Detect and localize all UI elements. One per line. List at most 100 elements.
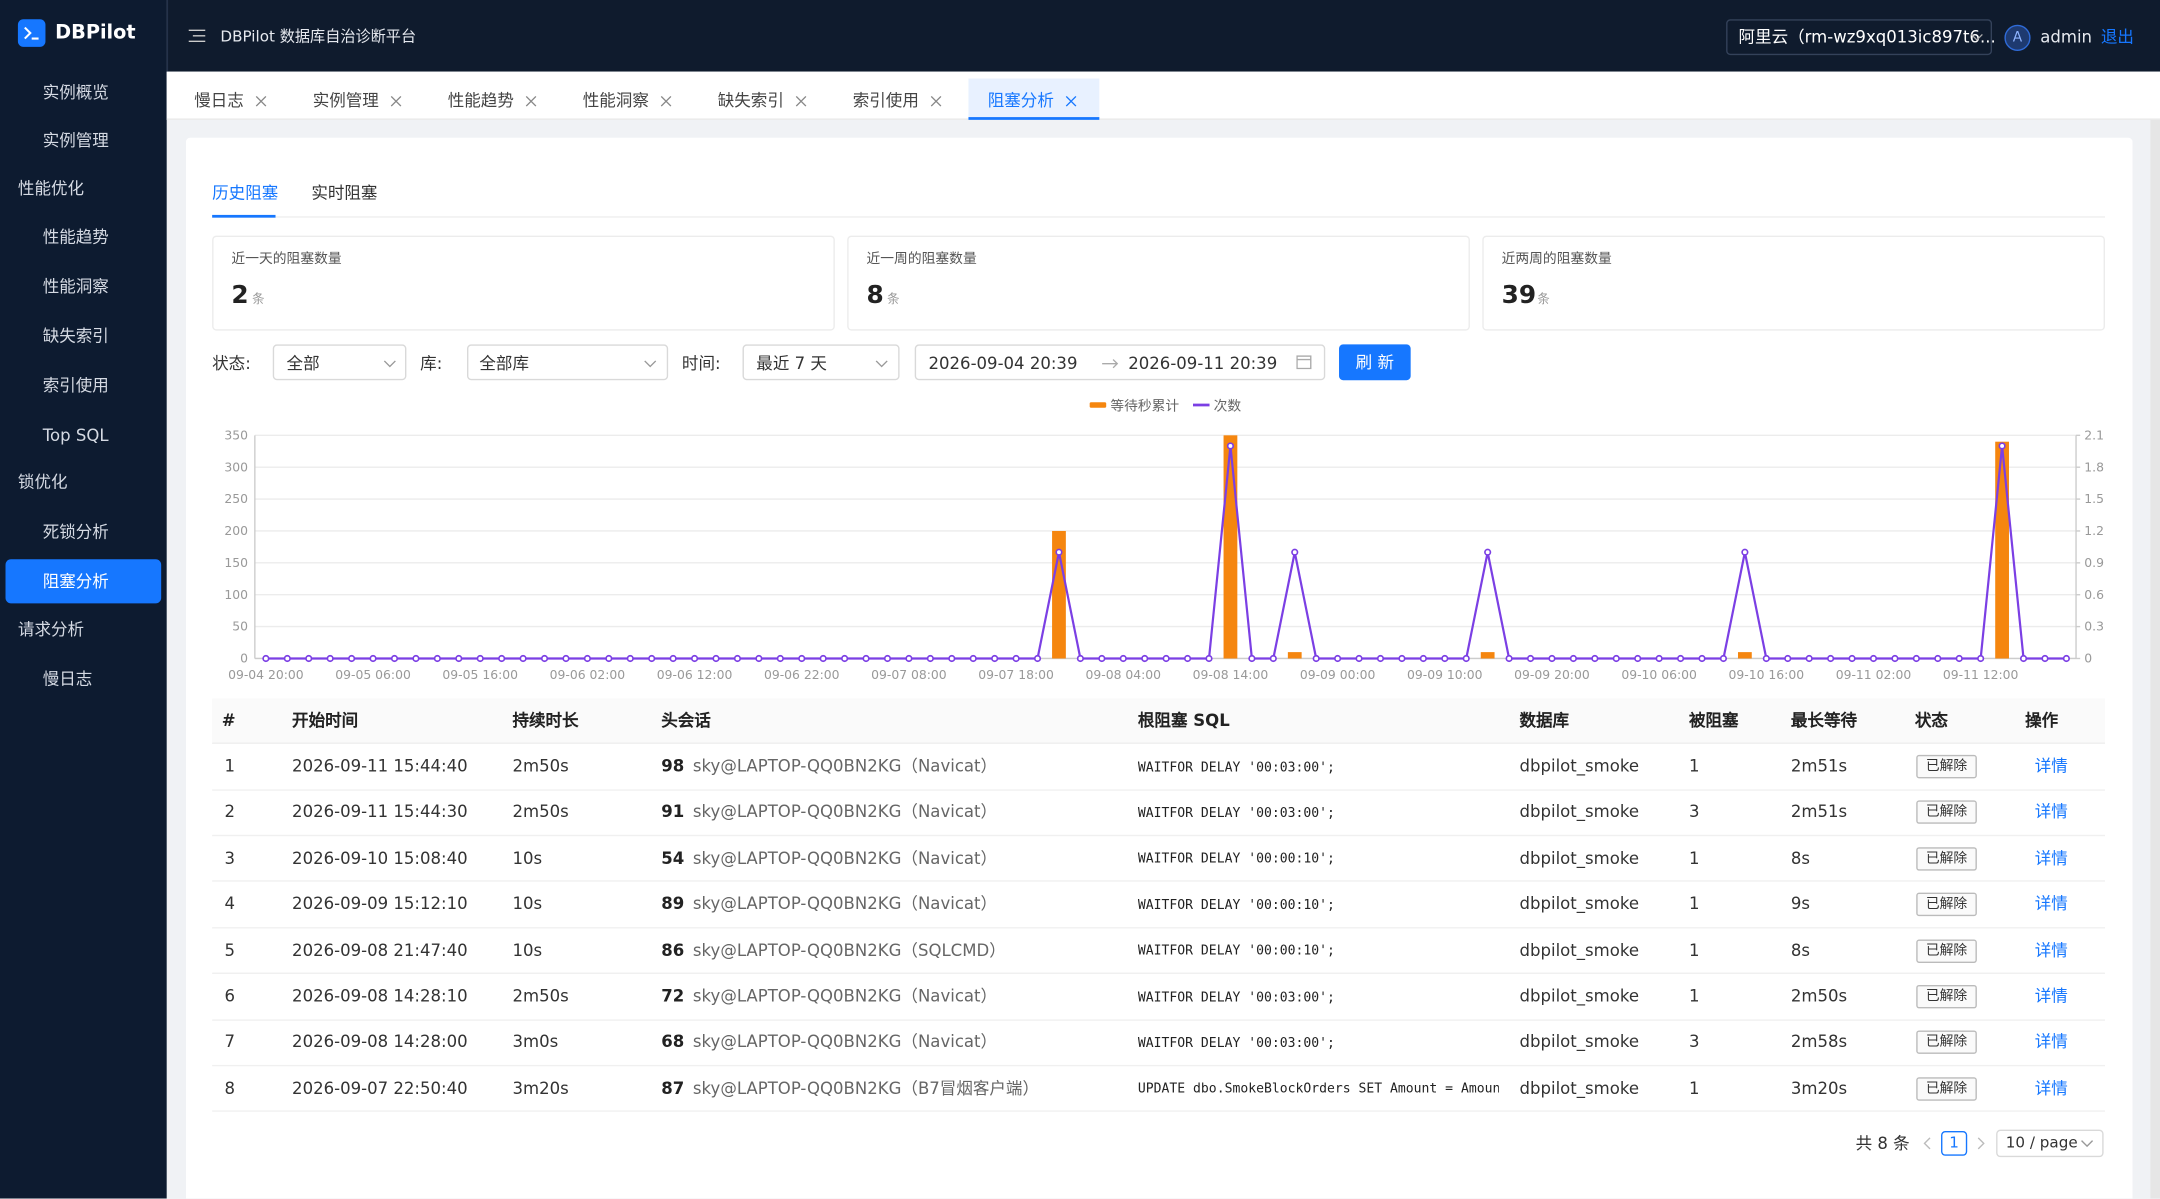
detail-link[interactable]: 详情 — [2034, 940, 2068, 960]
cell: 2026-09-09 15:12:10 — [292, 894, 468, 914]
y2-tick-label: 2.1 — [2084, 427, 2104, 442]
subtab[interactable]: 实时阻塞 — [311, 183, 378, 203]
tab-close[interactable] — [930, 95, 942, 107]
y2-tick-label: 1.2 — [2084, 523, 2104, 538]
point — [776, 654, 784, 663]
page-size: 10 / page — [2005, 1133, 2078, 1152]
menu-item[interactable]: 实例概览 — [42, 82, 109, 102]
subtab-divider — [212, 216, 2105, 218]
point — [1441, 654, 1449, 663]
subtab[interactable]: 历史阻塞 — [212, 183, 279, 203]
detail-link[interactable]: 详情 — [2034, 986, 2068, 1006]
menu-group[interactable]: 锁优化 — [17, 472, 68, 492]
detail-link[interactable]: 详情 — [2034, 848, 2068, 868]
card — [185, 137, 2133, 1199]
x-tick-label: 09-09 00:00 — [1300, 667, 1376, 682]
menu-toggle[interactable] — [187, 28, 206, 45]
menu-item[interactable]: 实例管理 — [42, 130, 109, 151]
cell: 2026-09-08 14:28:00 — [292, 1032, 468, 1052]
refresh-button[interactable]: 刷 新 — [1339, 344, 1411, 381]
menu-item[interactable]: 慢日志 — [42, 669, 93, 689]
point — [669, 654, 677, 663]
point — [690, 654, 699, 663]
tab[interactable]: 性能趋势 — [447, 90, 514, 111]
select[interactable] — [742, 344, 900, 381]
session-id: 54 — [661, 848, 685, 868]
logo-text: DBPilot — [55, 22, 136, 45]
point — [1033, 654, 1042, 663]
detail-link[interactable]: 详情 — [2034, 756, 2068, 776]
tab-close[interactable] — [255, 95, 267, 107]
session-id: 72 — [661, 986, 685, 1006]
session-client: sky@LAPTOP-QQ0BN2KG（Navicat） — [692, 756, 998, 776]
menu-item[interactable]: 性能洞察 — [42, 276, 109, 297]
chevron — [1970, 33, 1983, 41]
column-header: 开始时间 — [292, 710, 359, 731]
point — [1977, 654, 1985, 663]
date-range[interactable] — [914, 344, 1326, 381]
instance-select[interactable] — [1726, 19, 1993, 56]
cell: 4 — [224, 894, 236, 914]
point — [1912, 654, 1920, 663]
tab-close[interactable] — [525, 95, 537, 107]
page-prev[interactable] — [1922, 1137, 1932, 1151]
menu-item[interactable]: 性能趋势 — [42, 227, 109, 247]
menu-item[interactable]: 索引使用 — [42, 376, 109, 396]
select[interactable] — [272, 344, 407, 381]
select[interactable] — [467, 344, 669, 381]
x-tick-label: 09-07 18:00 — [978, 667, 1054, 682]
point — [862, 654, 870, 663]
detail-link[interactable]: 详情 — [2034, 894, 2068, 914]
logout[interactable]: 退出 — [2100, 27, 2134, 47]
menu-active-bg — [5, 559, 162, 604]
y-tick-label: 100 — [224, 587, 248, 602]
menu-group[interactable]: 性能优化 — [17, 179, 85, 199]
instance-text: 阿里云（rm-wz9xq013ic897t6... — [1738, 27, 1996, 47]
tab-close[interactable] — [1065, 95, 1077, 107]
menu-item[interactable]: 缺失索引 — [42, 326, 109, 346]
row-divider — [212, 788, 2105, 791]
tab[interactable]: 阻塞分析 — [987, 90, 1054, 111]
menu-item[interactable]: 阻塞分析 — [42, 571, 109, 591]
cell: 2m51s — [1790, 802, 1848, 822]
page-size-select[interactable] — [1996, 1129, 2104, 1158]
page-number[interactable]: 1 — [1941, 1131, 1968, 1156]
point — [2019, 654, 2028, 663]
x-tick-label: 09-06 02:00 — [550, 667, 626, 682]
cell: 10s — [512, 940, 543, 960]
tab[interactable]: 缺失索引 — [717, 90, 784, 111]
bar — [1737, 652, 1752, 659]
row-divider — [212, 1110, 2105, 1113]
table-header-bg — [212, 698, 2105, 744]
y-tick-label: 150 — [224, 555, 248, 570]
point — [326, 654, 334, 663]
point — [1355, 654, 1363, 663]
select-value: 最近 7 天 — [756, 354, 827, 374]
select-value: 全部库 — [479, 354, 530, 374]
column-header: # — [221, 710, 236, 731]
tab-close[interactable] — [660, 95, 672, 107]
sql-text: WAITFOR DELAY '00:00:10'; — [1137, 851, 1335, 867]
cell: dbpilot_smoke — [1519, 894, 1640, 914]
detail-link[interactable]: 详情 — [2034, 802, 2068, 822]
page-next[interactable] — [1977, 1137, 1987, 1151]
menu-item[interactable]: 死锁分析 — [42, 522, 109, 542]
tab[interactable]: 索引使用 — [852, 90, 919, 111]
tab-close[interactable] — [795, 95, 807, 107]
tab-close[interactable] — [390, 95, 402, 107]
cell: 2m50s — [512, 986, 569, 1006]
menu-group[interactable]: 请求分析 — [17, 619, 85, 640]
point — [1741, 548, 1749, 556]
point — [1141, 654, 1149, 663]
detail-link[interactable]: 详情 — [2034, 1078, 2068, 1098]
tab[interactable]: 性能洞察 — [582, 90, 649, 111]
tab[interactable]: 实例管理 — [312, 90, 379, 111]
page-total: 共 8 条 — [1855, 1133, 1910, 1154]
point — [991, 654, 999, 663]
menu-item[interactable]: Top SQL — [42, 425, 109, 445]
tab[interactable]: 慢日志 — [194, 90, 244, 111]
filter-label: 库: — [420, 354, 443, 374]
detail-link[interactable]: 详情 — [2034, 1032, 2068, 1052]
header — [166, 0, 2160, 72]
